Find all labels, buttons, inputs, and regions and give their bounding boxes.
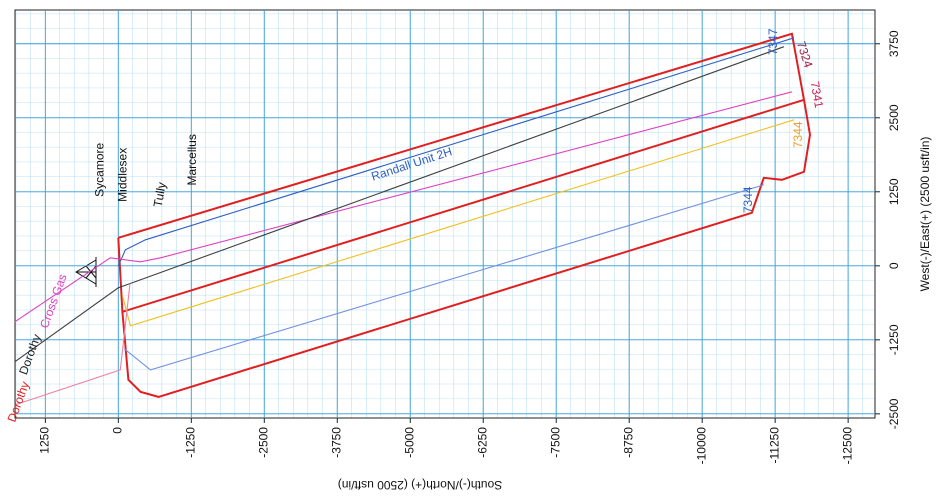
series-line (14, 91, 793, 323)
series-line (123, 184, 764, 371)
series-line (121, 99, 812, 398)
x-tick-label: 1250 (38, 427, 52, 454)
annotation: Marcellus (185, 134, 199, 185)
x-tick-label: -5000 (402, 427, 416, 458)
annotation: 7344 (791, 121, 805, 148)
x-tick-label: -3750 (329, 427, 343, 458)
x-tick-label: -6250 (475, 427, 489, 458)
annotation: Middlesex (116, 148, 130, 202)
y-tick-label: 0 (887, 262, 901, 269)
series-line (121, 119, 795, 327)
annotation: Tully (151, 181, 169, 208)
x-tick-label: 0 (111, 427, 125, 434)
series-line (14, 283, 131, 406)
plot-area (14, 9, 876, 419)
y-tick-label: -1250 (887, 324, 901, 355)
x-tick-label: -1250 (183, 427, 197, 458)
y-axis-title: West(-)/East(+) (2500 usft/in) (918, 137, 932, 292)
annotation: 7344 (741, 186, 755, 213)
annotation: 7347 (766, 28, 780, 55)
x-tick-label: -2500 (256, 427, 270, 458)
x-tick-label: -8750 (621, 427, 635, 458)
series-line (14, 46, 785, 363)
pad-symbol (75, 257, 97, 287)
x-tick-label: -11250 (767, 427, 781, 464)
x-tick-label: -10000 (694, 427, 708, 465)
y-tick-label: -2500 (887, 398, 901, 429)
annotation: 7341 (808, 80, 826, 109)
x-tick-label: -12500 (840, 427, 854, 465)
y-tick-label: 3750 (887, 30, 901, 57)
x-axis-title: South(-)/North(+) (2500 usft/in) (338, 478, 502, 492)
y-tick-label: 1250 (887, 178, 901, 205)
annotation: Sycamore (92, 142, 106, 196)
y-tick-label: 2500 (887, 104, 901, 131)
x-tick-label: -7500 (548, 427, 562, 458)
series-line (117, 37, 795, 267)
